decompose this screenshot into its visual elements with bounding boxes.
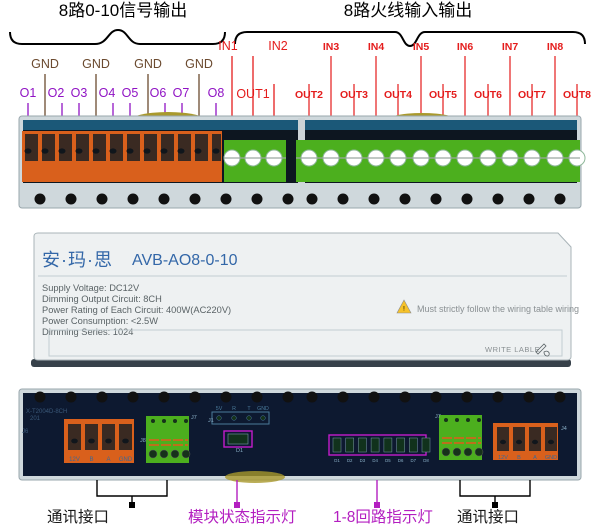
svg-text:通讯接口: 通讯接口	[457, 508, 519, 526]
svg-text:O4: O4	[99, 86, 116, 100]
svg-text:J7: J7	[435, 414, 441, 420]
svg-text:O5: O5	[122, 86, 139, 100]
svg-text:D3: D3	[360, 458, 366, 463]
svg-text:D6: D6	[398, 458, 404, 463]
svg-text:Power Consumption: <2.5W: Power Consumption: <2.5W	[42, 316, 158, 326]
svg-text:GND: GND	[134, 57, 162, 71]
svg-text:D2: D2	[347, 458, 353, 463]
svg-text:X-T2004D-8CH: X-T2004D-8CH	[26, 409, 67, 415]
svg-text:IN8: IN8	[547, 41, 564, 53]
svg-text:201: 201	[30, 416, 41, 422]
svg-text:IN6: IN6	[457, 41, 474, 53]
svg-text:Supply Voltage: DC12V: Supply Voltage: DC12V	[42, 283, 140, 293]
svg-text:O2: O2	[48, 86, 65, 100]
svg-text:O3: O3	[71, 86, 88, 100]
svg-text:D7: D7	[411, 458, 417, 463]
svg-text:12V: 12V	[498, 455, 508, 461]
svg-text:通讯接口: 通讯接口	[47, 508, 109, 526]
svg-text:Power Rating of Each Circuit:: Power Rating of Each Circuit: 400W(AC220…	[42, 305, 231, 315]
svg-text:O8: O8	[208, 86, 225, 100]
svg-text:B: B	[89, 457, 93, 463]
svg-text:A: A	[533, 455, 537, 461]
svg-text:12V: 12V	[69, 457, 80, 463]
svg-text:O1: O1	[20, 86, 37, 100]
svg-text:J1: J1	[208, 418, 214, 424]
svg-text:GND: GND	[31, 57, 59, 71]
svg-text:Dimming Output Circuit: 8CH: Dimming Output Circuit: 8CH	[42, 294, 162, 304]
svg-text:J4: J4	[561, 426, 567, 432]
svg-text:O6: O6	[150, 86, 167, 100]
svg-text:J7: J7	[191, 415, 197, 421]
svg-text:GND: GND	[82, 57, 110, 71]
svg-text:GND: GND	[257, 406, 269, 412]
svg-text:OUT5: OUT5	[429, 89, 457, 101]
svg-text:IN7: IN7	[502, 41, 519, 53]
svg-text:O7: O7	[173, 86, 190, 100]
svg-text:D5: D5	[385, 458, 391, 463]
svg-text:B: B	[517, 455, 521, 461]
svg-text:安·玛·思: 安·玛·思	[42, 250, 113, 270]
svg-text:WRITE LABLE: WRITE LABLE	[485, 345, 540, 354]
svg-text:D4: D4	[372, 458, 378, 463]
svg-text:D1: D1	[334, 458, 340, 463]
svg-text:A: A	[106, 457, 110, 463]
svg-text:OUT1: OUT1	[236, 87, 269, 101]
svg-text:D8: D8	[423, 458, 429, 463]
svg-text:1-8回路指示灯: 1-8回路指示灯	[333, 508, 433, 526]
svg-text:OUT4: OUT4	[384, 89, 412, 101]
svg-text:模块状态指示灯: 模块状态指示灯	[188, 508, 297, 526]
svg-text:!: !	[403, 306, 405, 313]
svg-text:GND: GND	[119, 457, 133, 463]
svg-text:8路0-10信号输出: 8路0-10信号输出	[59, 1, 187, 20]
svg-text:AVB-AO8-0-10: AVB-AO8-0-10	[132, 252, 238, 269]
svg-text:IN4: IN4	[368, 41, 385, 53]
svg-text:IN2: IN2	[268, 39, 288, 53]
svg-text:OUT6: OUT6	[474, 89, 502, 101]
svg-text:R: R	[232, 406, 236, 412]
svg-text:J6: J6	[22, 429, 29, 435]
svg-text:D1: D1	[236, 448, 243, 454]
svg-text:Must strictly follow the wirin: Must strictly follow the wiring table wi…	[417, 304, 579, 314]
svg-text:GND: GND	[185, 57, 213, 71]
svg-text:Dimming Series: 1024: Dimming Series: 1024	[42, 327, 133, 337]
svg-text:5V: 5V	[216, 406, 223, 412]
svg-text:IN1: IN1	[218, 39, 238, 53]
svg-text:OUT8: OUT8	[563, 89, 591, 101]
svg-text:IN5: IN5	[413, 41, 430, 53]
svg-text:J8: J8	[140, 438, 146, 444]
svg-text:GND: GND	[545, 455, 557, 461]
svg-text:IN3: IN3	[323, 41, 340, 53]
svg-text:OUT7: OUT7	[518, 89, 546, 101]
svg-text:OUT2: OUT2	[295, 89, 323, 101]
svg-text:OUT3: OUT3	[340, 89, 368, 101]
svg-text:8路火线输入输出: 8路火线输入输出	[344, 1, 472, 20]
